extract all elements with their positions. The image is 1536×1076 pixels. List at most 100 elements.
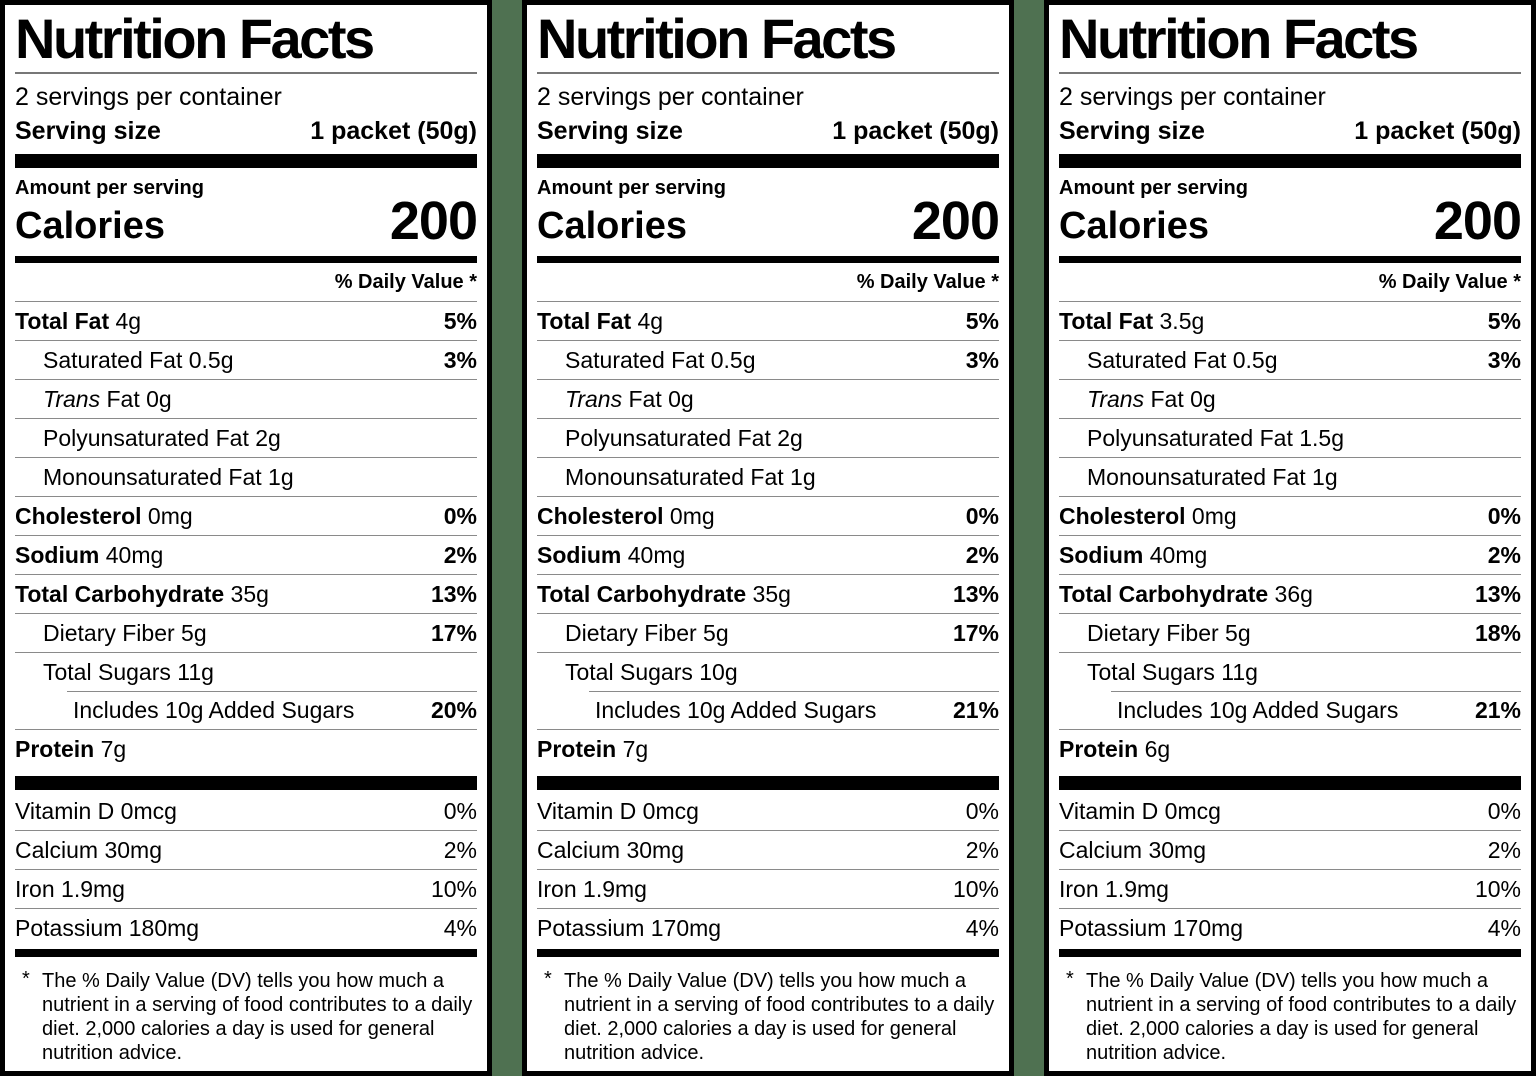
nutrient-row: Dietary Fiber 5g 18%: [1059, 613, 1521, 652]
footnote-text: The % Daily Value (DV) tells you how muc…: [1086, 969, 1517, 1064]
nutrient-amount: 11g: [1221, 658, 1258, 685]
serving-size-value: 1 packet (50g): [310, 117, 477, 146]
nutrient-dv: 4%: [1487, 914, 1521, 941]
divider-bar-thick: [15, 154, 477, 169]
nutrient-row: Monounsaturated Fat 1g: [1059, 457, 1521, 496]
divider-bar-thick: [15, 776, 477, 791]
nutrient-dv: 0%: [443, 797, 477, 824]
footnote-marker: *: [544, 967, 552, 990]
micronutrient-row: Vitamin D 0mcg 0%: [1059, 792, 1521, 830]
nutrient-name: Includes 10g Added Sugars: [1117, 696, 1399, 723]
nutrient-amount: 40mg: [105, 541, 164, 568]
nutrient-name: Sodium: [1059, 541, 1144, 568]
nutrient-amount: 5g: [703, 619, 729, 646]
nutrient-name: Includes 10g Added Sugars: [595, 696, 877, 723]
nutrient-name: Cholesterol: [1059, 502, 1186, 529]
nutrient-name: Iron: [15, 875, 55, 902]
nutrient-amount: 0.5g: [1232, 346, 1278, 373]
nutrient-dv: 0%: [965, 797, 999, 824]
nutrient-name: Polyunsaturated Fat: [43, 424, 249, 451]
nutrient-row: Dietary Fiber 5g 17%: [537, 613, 999, 652]
divider-bar-medium: [537, 949, 999, 957]
nutrient-row: Protein 6g: [1059, 729, 1521, 768]
nutrient-name-rest: Fat: [622, 385, 662, 412]
nutrient-row: Sodium 40mg 2%: [15, 535, 477, 574]
nutrient-amount: 30mg: [1148, 836, 1207, 863]
nutrient-text: Calcium 30mg: [15, 837, 162, 864]
nutrient-text: Cholesterol 0mg: [1059, 503, 1237, 530]
nutrient-name: Total Carbohydrate: [1059, 580, 1269, 607]
footnote-marker: *: [22, 967, 30, 990]
nutrient-dv: 2%: [443, 836, 477, 863]
divider-bar-medium: [537, 255, 999, 264]
nutrient-row: Trans Fat 0g: [15, 379, 477, 418]
nutrient-dv: 4%: [965, 914, 999, 941]
nutrient-text: Total Fat 4g: [537, 308, 663, 335]
nutrient-text: Potassium 170mg: [1059, 915, 1243, 942]
footnote: * The % Daily Value (DV) tells you how m…: [1059, 968, 1521, 1065]
calories-row: Calories 200: [15, 191, 478, 252]
nutrient-name: Calcium: [537, 836, 621, 863]
micronutrient-row: Calcium 30mg 2%: [1059, 830, 1521, 869]
nutrient-dv: 2%: [1487, 541, 1521, 568]
nutrient-amount: 11g: [177, 658, 214, 685]
nutrient-name: Monounsaturated Fat: [565, 463, 784, 490]
nutrient-amount: 4g: [637, 307, 664, 334]
nutrient-name: Potassium: [537, 914, 645, 941]
serving-size-value: 1 packet (50g): [1354, 117, 1521, 146]
calories-label: Calories: [15, 204, 165, 247]
nutrient-amount: 0mcg: [642, 797, 699, 824]
nutrient-dv: 0%: [1487, 502, 1521, 529]
nutrient-name: Vitamin D: [537, 797, 637, 824]
nutrient-amount: 35g: [230, 580, 269, 607]
nutrient-row: Total Carbohydrate 36g 13%: [1059, 574, 1521, 613]
nutrient-name: Sodium: [15, 541, 100, 568]
label-title: Nutrition Facts: [1059, 7, 1419, 70]
serving-size-row: Serving size 1 packet (50g): [15, 117, 477, 146]
calories-value: 200: [1433, 191, 1522, 252]
amount-per-serving: Amount per serving: [537, 177, 726, 200]
nutrient-dv: 10%: [952, 875, 999, 902]
calories-row: Calories 200: [537, 194, 1000, 248]
nutrient-amount: 170mg: [1172, 914, 1244, 941]
nutrient-dv: 4%: [443, 914, 477, 941]
nutrient-amount: 2g: [777, 424, 803, 451]
nutrient-dv: 3%: [443, 346, 477, 373]
nutrient-text: Monounsaturated Fat 1g: [565, 464, 816, 491]
nutrient-amount: 4g: [115, 307, 142, 334]
nutrient-text: Polyunsaturated Fat 2g: [565, 425, 803, 452]
nutrient-row: Polyunsaturated Fat 2g: [537, 418, 999, 457]
nutrient-text: Saturated Fat 0.5g: [565, 347, 756, 374]
nutrient-dv: 5%: [1487, 307, 1521, 334]
nutrient-name: Total Sugars: [43, 658, 171, 685]
micronutrient-row: Vitamin D 0mcg 0%: [537, 792, 999, 830]
nutrient-row: Total Sugars 11g: [1059, 652, 1521, 691]
serving-size-label: Serving size: [537, 117, 683, 146]
nutrient-text: Total Sugars 10g: [565, 659, 738, 686]
nutrient-text: Monounsaturated Fat 1g: [1087, 464, 1338, 491]
nutrients-section: Total Fat 4g 5% Saturated Fat 0.5g 3% Trans …: [15, 301, 477, 768]
calories-value: 200: [389, 191, 478, 252]
nutrient-name: Monounsaturated Fat: [43, 463, 262, 490]
nutrient-dv: 2%: [965, 836, 999, 863]
nutrient-name: Saturated Fat: [565, 346, 705, 373]
nutrient-text: Trans Fat 0g: [565, 386, 694, 413]
nutrient-text: Total Fat 3.5g: [1059, 308, 1204, 335]
amount-per-serving: Amount per serving: [15, 177, 204, 200]
calories-row: Calories 200: [1059, 191, 1522, 252]
nutrient-dv: 17%: [952, 619, 999, 646]
nutrient-row: Includes 10g Added Sugars 21%: [537, 691, 999, 729]
daily-value-header: % Daily Value *: [334, 271, 477, 294]
serving-size-row: Serving size 1 packet (50g): [1059, 117, 1521, 146]
serving-size-value: 1 packet (50g): [832, 117, 999, 146]
nutrient-dv: 10%: [430, 875, 477, 902]
nutrient-name: Polyunsaturated Fat: [1087, 424, 1293, 451]
nutrient-amount: 40mg: [627, 541, 686, 568]
daily-value-header: % Daily Value *: [1378, 271, 1521, 294]
micronutrient-row: Calcium 30mg 2%: [15, 830, 477, 869]
nutrient-row: Trans Fat 0g: [1059, 379, 1521, 418]
nutrient-dv: 0%: [965, 502, 999, 529]
nutrient-amount: 1.9mg: [583, 875, 647, 902]
nutrient-text: Calcium 30mg: [1059, 837, 1206, 864]
micronutrient-row: Vitamin D 0mcg 0%: [15, 792, 477, 830]
